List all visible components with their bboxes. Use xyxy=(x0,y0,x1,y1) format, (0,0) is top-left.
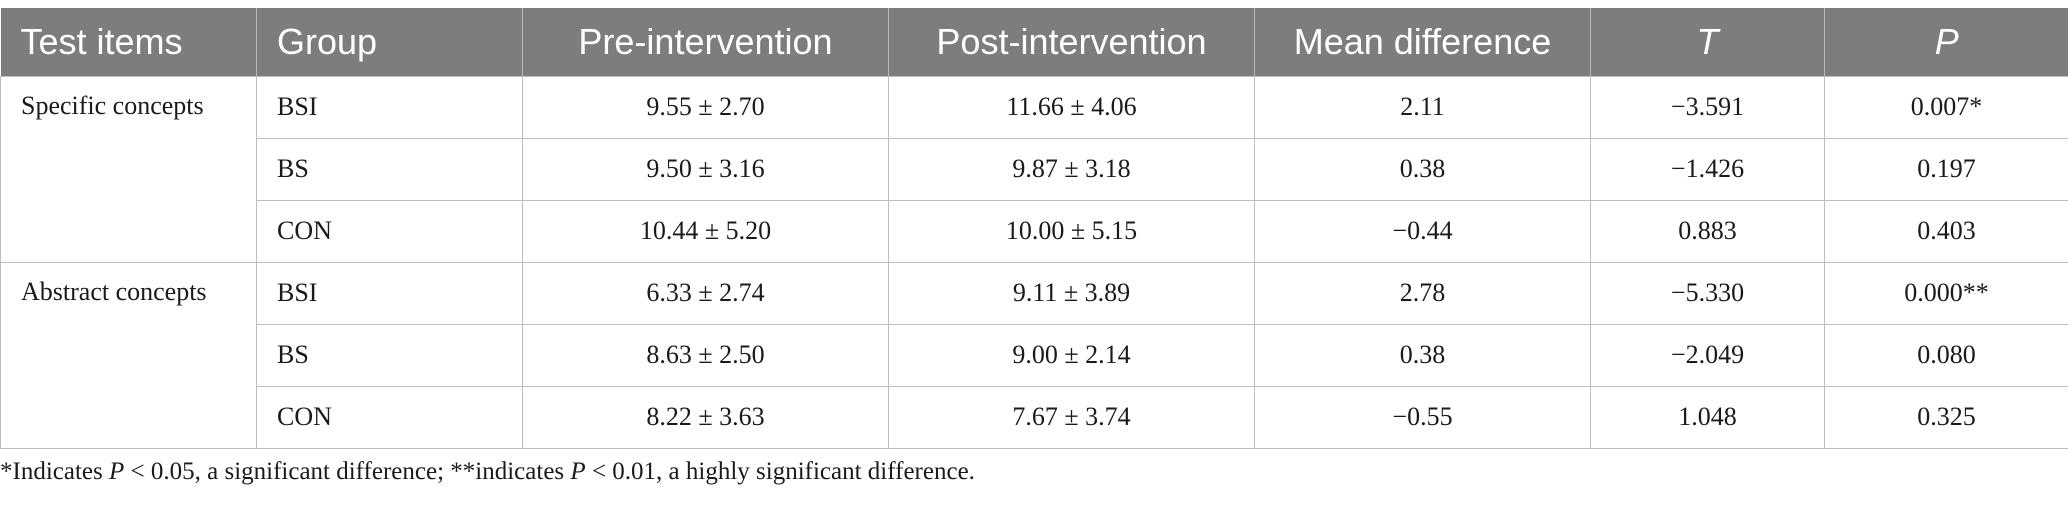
group-cell: BS xyxy=(256,137,523,201)
header-mean-difference: Mean difference xyxy=(1254,8,1591,76)
table-row: Specific concepts BSI 9.55 ± 2.70 11.66 … xyxy=(0,75,2068,263)
p-cell: 0.403 xyxy=(1824,199,2068,263)
header-p: P xyxy=(1824,8,2068,76)
p-cell: 0.007* xyxy=(1824,75,2068,139)
header-post-intervention: Post-intervention xyxy=(888,8,1255,76)
post-cell: 9.87 ± 3.18 xyxy=(888,137,1255,201)
table-row: BS 8.63 ± 2.50 9.00 ± 2.14 0.38 −2.049 0… xyxy=(1,323,2068,387)
header-group: Group xyxy=(256,8,523,76)
pre-cell: 9.55 ± 2.70 xyxy=(522,75,889,139)
diff-cell: 0.38 xyxy=(1254,137,1591,201)
pre-cell: 8.22 ± 3.63 xyxy=(522,385,889,449)
footnote-p-symbol-2: P xyxy=(570,458,586,485)
post-cell: 10.00 ± 5.15 xyxy=(888,199,1255,263)
group-cell: BSI xyxy=(256,261,523,325)
table-row: CON 8.22 ± 3.63 7.67 ± 3.74 −0.55 1.048 … xyxy=(1,385,2068,449)
post-cell: 11.66 ± 4.06 xyxy=(888,75,1255,139)
table-row: CON 10.44 ± 5.20 10.00 ± 5.15 −0.44 0.88… xyxy=(1,199,2068,263)
t-cell: 0.883 xyxy=(1590,199,1825,263)
group-cell: CON xyxy=(256,199,523,263)
group-cell: BSI xyxy=(256,75,523,139)
test-item-cell: Specific concepts xyxy=(0,75,257,263)
footnote-part2: < 0.05, a significant difference; **indi… xyxy=(124,458,571,485)
p-cell: 0.325 xyxy=(1824,385,2068,449)
pre-cell: 10.44 ± 5.20 xyxy=(522,199,889,263)
t-cell: −1.426 xyxy=(1590,137,1825,201)
header-test-items: Test items xyxy=(20,20,183,62)
results-table-container: Test items Group Pre-intervention Post-i… xyxy=(0,8,2068,449)
t-cell: −5.330 xyxy=(1590,261,1825,325)
header-pre-intervention: Pre-intervention xyxy=(522,8,889,76)
p-cell: 0.197 xyxy=(1824,137,2068,201)
footnote-p-symbol-1: P xyxy=(108,458,125,485)
p-cell: 0.080 xyxy=(1824,323,2068,387)
diff-cell: 2.78 xyxy=(1254,261,1591,325)
diff-cell: 0.38 xyxy=(1254,323,1591,387)
group-cell: BS xyxy=(256,323,523,387)
group-cell: CON xyxy=(256,385,523,449)
post-cell: 9.11 ± 3.89 xyxy=(888,261,1255,325)
p-cell: 0.000** xyxy=(1824,261,2068,325)
pre-cell: 6.33 ± 2.74 xyxy=(522,261,889,325)
post-cell: 7.67 ± 3.74 xyxy=(888,385,1255,449)
table-header-row: Test items Group Pre-intervention Post-i… xyxy=(0,8,2068,76)
post-cell: 9.00 ± 2.14 xyxy=(888,323,1255,387)
results-table: Test items Group Pre-intervention Post-i… xyxy=(0,8,2068,449)
footnote-part1: *Indicates xyxy=(0,458,109,485)
test-item-cell: Abstract concepts xyxy=(0,261,257,449)
pre-cell: 9.50 ± 3.16 xyxy=(522,137,889,201)
diff-cell: −0.44 xyxy=(1254,199,1591,263)
diff-cell: 2.11 xyxy=(1254,75,1591,139)
diff-cell: −0.55 xyxy=(1254,385,1591,449)
footnote-part3: < 0.01, a highly significant difference. xyxy=(585,458,975,485)
table-row: Abstract concepts BSI 6.33 ± 2.74 9.11 ±… xyxy=(0,261,2068,449)
header-t: T xyxy=(1590,8,1825,76)
t-cell: −2.049 xyxy=(1590,323,1825,387)
t-cell: −3.591 xyxy=(1590,75,1825,139)
t-cell: 1.048 xyxy=(1590,385,1825,449)
table-footnote: *Indicates P < 0.05, a significant diffe… xyxy=(0,458,975,486)
table-row: BS 9.50 ± 3.16 9.87 ± 3.18 0.38 −1.426 0… xyxy=(1,137,2068,201)
pre-cell: 8.63 ± 2.50 xyxy=(522,323,889,387)
